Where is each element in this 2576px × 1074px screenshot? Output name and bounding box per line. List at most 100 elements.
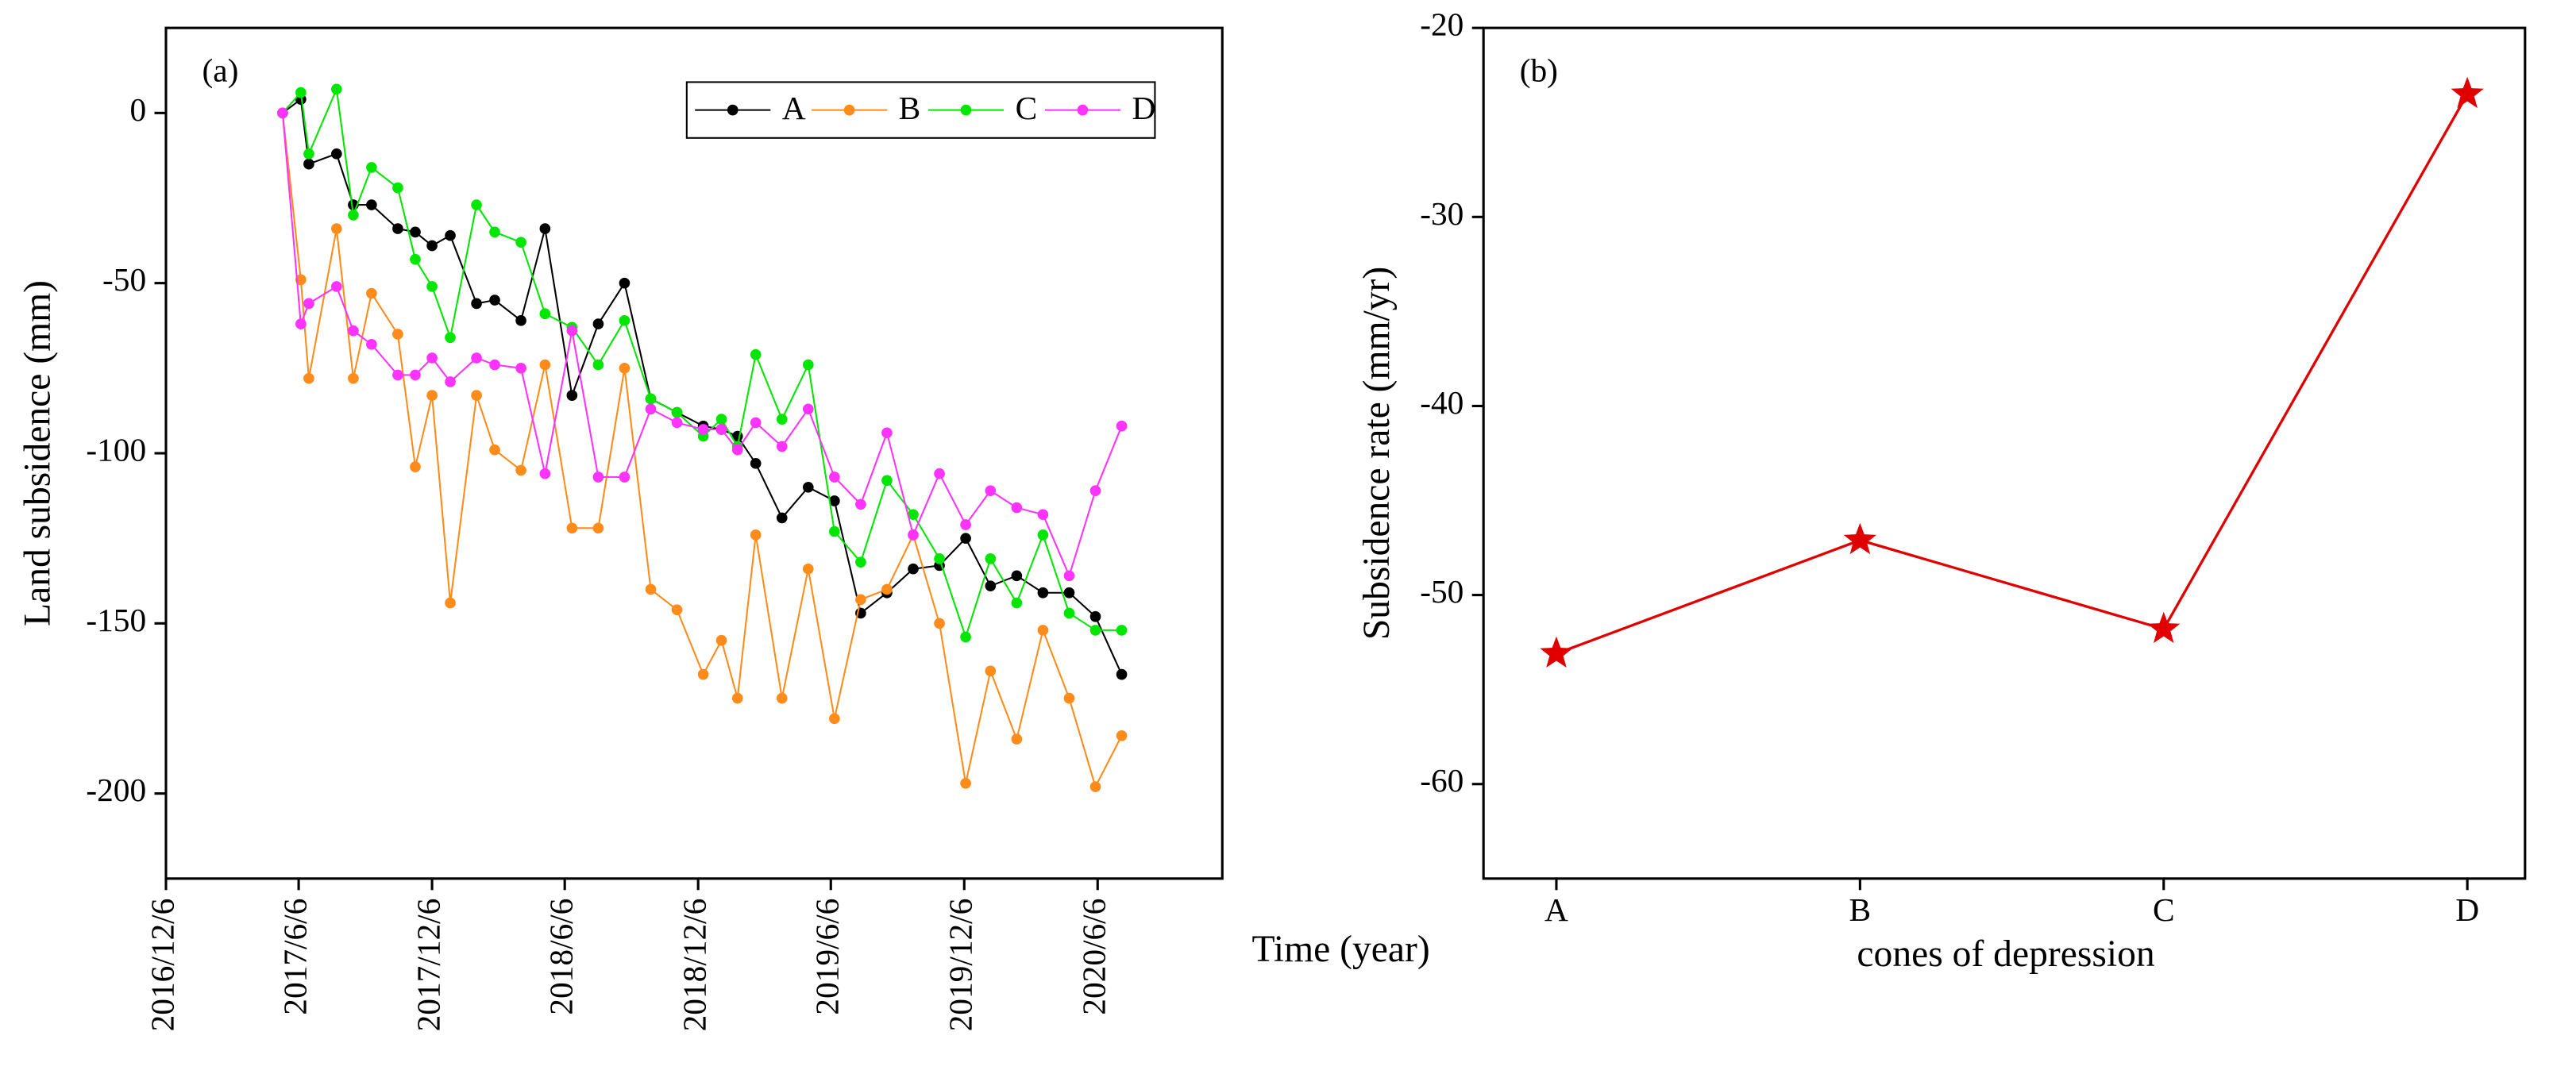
legend-label: A	[782, 90, 806, 126]
data-point	[1116, 729, 1128, 741]
plot-frame	[1482, 26, 2527, 880]
series-line	[281, 113, 1123, 789]
data-point	[1089, 625, 1101, 636]
data-point	[392, 369, 403, 381]
data-point	[881, 583, 893, 595]
data-point	[471, 199, 482, 210]
x-tick-label: A	[1544, 891, 1568, 928]
data-point	[426, 281, 438, 292]
data-point	[619, 314, 631, 326]
data-point	[855, 594, 866, 606]
data-point	[392, 329, 403, 340]
y-tick-label: 0	[129, 91, 146, 128]
data-point	[348, 372, 359, 384]
data-point	[1037, 509, 1049, 520]
data-point	[410, 461, 421, 472]
data-point	[366, 199, 377, 210]
data-point	[908, 509, 919, 520]
data-point	[489, 444, 500, 456]
data-point	[1063, 692, 1075, 704]
data-point	[295, 87, 307, 98]
series-line	[281, 113, 1123, 579]
y-tick-label: -20	[1420, 6, 1463, 43]
data-point	[802, 563, 814, 575]
data-point	[1011, 733, 1023, 745]
y-tick-label: -60	[1420, 762, 1463, 799]
data-point	[330, 83, 342, 95]
data-point	[539, 468, 551, 479]
data-point	[829, 472, 840, 483]
data-point	[960, 777, 971, 789]
data-point	[829, 495, 840, 506]
y-tick-label: -200	[86, 772, 146, 808]
data-point	[881, 475, 893, 487]
data-point	[731, 444, 743, 456]
data-point	[697, 668, 709, 680]
y-axis-label: Subsidence rate (mm/yr)	[1356, 267, 1398, 640]
data-point	[592, 522, 604, 534]
data-point	[1089, 485, 1101, 496]
data-point	[715, 424, 727, 435]
data-point	[960, 519, 971, 530]
data-point	[303, 148, 314, 160]
y-tick-label: -100	[86, 431, 146, 468]
data-point	[1011, 502, 1023, 514]
data-point	[619, 472, 631, 483]
data-point	[295, 274, 307, 286]
y-tick-label: -50	[102, 261, 146, 298]
plot-frame	[164, 26, 1224, 880]
data-point	[471, 352, 482, 364]
y-tick-label: -50	[1420, 573, 1463, 610]
data-point	[592, 318, 604, 329]
data-point	[1116, 420, 1128, 432]
data-point	[366, 287, 377, 299]
data-point	[671, 406, 683, 418]
panel-label: (b)	[1520, 52, 1558, 90]
panel-label: (a)	[202, 52, 239, 90]
data-point	[392, 223, 403, 234]
data-point	[1116, 668, 1128, 680]
data-point	[619, 277, 631, 289]
legend-marker	[727, 104, 738, 116]
data-point	[330, 223, 342, 234]
data-point	[489, 226, 500, 238]
series-line	[1556, 93, 2469, 655]
data-point	[489, 294, 500, 306]
data-point	[1089, 610, 1101, 622]
x-axis-label: Time (year)	[1251, 929, 1429, 970]
data-point	[471, 298, 482, 310]
data-point	[776, 692, 788, 704]
data-point	[303, 158, 314, 170]
data-point	[855, 556, 866, 568]
data-point	[515, 237, 526, 248]
data-point	[750, 348, 762, 360]
data-point	[1037, 587, 1049, 599]
data-point	[1037, 625, 1049, 636]
data-point	[489, 359, 500, 371]
data-point	[592, 472, 604, 483]
data-point	[539, 223, 551, 234]
data-point	[750, 458, 762, 469]
data-point	[776, 512, 788, 524]
data-point	[750, 529, 762, 541]
x-tick-label: 2017/6/6	[277, 899, 314, 1015]
data-point	[934, 468, 945, 479]
data-point	[330, 281, 342, 292]
x-tick-label: 2019/12/6	[943, 899, 979, 1032]
x-tick-label: C	[2153, 891, 2175, 928]
y-axis-label: Land subsidence (mm)	[17, 280, 59, 626]
x-tick-label: 2019/6/6	[809, 899, 846, 1015]
data-point	[671, 417, 683, 429]
data-point	[908, 529, 919, 541]
data-point	[619, 362, 631, 374]
data-point	[645, 583, 657, 595]
data-point	[445, 597, 456, 609]
data-point	[410, 369, 421, 381]
data-point	[330, 148, 342, 160]
data-point	[802, 482, 814, 493]
data-point	[539, 359, 551, 371]
data-point	[881, 427, 893, 439]
data-point	[645, 403, 657, 415]
series-line	[282, 98, 1123, 676]
data-point	[960, 533, 971, 544]
